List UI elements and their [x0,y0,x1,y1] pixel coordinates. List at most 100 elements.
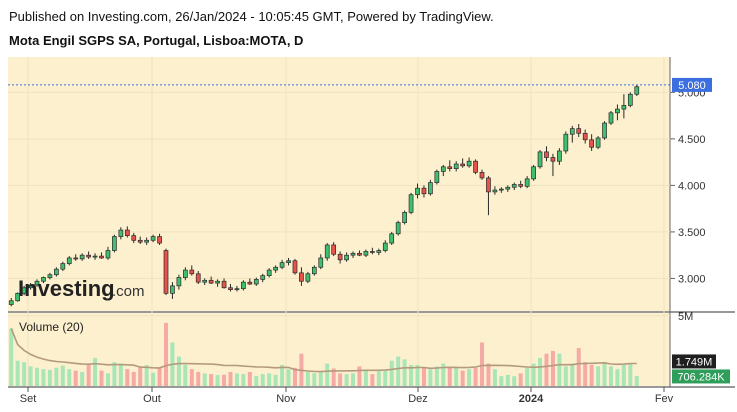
volume-bar [454,366,459,386]
volume-bar [615,369,620,386]
candle [550,153,556,177]
chart-title: Mota Engil SGPS SA, Portugal, Lisboa:MOT… [9,33,304,48]
volume-bar [570,363,575,386]
volume-bar [383,370,388,386]
volume-bar [196,371,201,386]
candle [408,192,414,215]
candle [524,176,530,189]
volume-bar [318,371,323,386]
volume-bar [15,360,20,386]
volume-bar [428,369,433,386]
published-line: Published on Investing.com, 26/Jan/2024 … [9,9,494,24]
candle [627,92,633,108]
volume-bar [164,322,168,386]
volume-bar [131,371,136,386]
candle [505,185,511,192]
volume-bar [589,364,594,386]
candle [415,183,420,199]
candle [124,226,130,238]
watermark-suffix: .com [112,283,145,300]
candle [376,248,382,256]
volume-bar [209,374,214,386]
candle [150,234,156,243]
volume-bar [583,362,588,386]
candle [447,160,453,172]
volume-bar [338,373,343,386]
candle [589,134,594,151]
volume-bar [357,366,362,386]
volume-bar [621,364,626,386]
candle [202,278,208,285]
volume-bar [634,376,639,386]
volume-bar [189,369,194,386]
volume-bar [602,362,607,386]
volume-bar [9,328,14,386]
candle [208,276,214,285]
volume-average-line [10,328,637,373]
volume-bar [351,373,356,386]
candle [60,261,66,271]
volume-average-text: 1.749M [676,356,713,368]
volume-bar [499,376,504,386]
candle [389,231,395,245]
volume-bar [396,356,401,386]
volume-bar [544,353,549,386]
candle [112,234,117,253]
candle [473,159,478,175]
candle [576,123,582,138]
price-tick-label: 4.500 [678,134,706,146]
volume-bar [512,376,517,386]
candle [279,259,285,270]
candle [15,292,21,302]
volume-bar [473,367,478,386]
candle [518,180,524,189]
volume-bar [286,369,291,386]
volume-average-label: 1.749M [672,354,716,369]
volume-bar [409,364,414,386]
candle [253,277,259,286]
gridlines [8,57,670,386]
candle [350,251,356,258]
candle [41,276,46,284]
candle [357,250,362,257]
candle [486,176,491,216]
volume-bar [241,374,246,386]
candle [563,131,569,154]
volume-bar [28,366,33,386]
volume-bar [47,369,52,386]
candle [621,94,627,119]
candle [402,210,407,225]
time-tick-label: Nov [276,393,296,405]
time-tick-label: 2024 [519,393,544,405]
candle [8,297,14,307]
candle [466,157,472,168]
volume-bar [389,360,394,386]
candle [363,249,369,258]
candle [440,164,446,177]
time-tick-label: Fev [655,393,674,405]
volume-bar [467,369,472,386]
volume-bar [228,371,233,386]
volume-bar [222,374,227,386]
price-tick-label: 4.000 [678,180,706,192]
candle [428,179,433,196]
volume-bar [305,371,310,386]
volume-bar [105,373,110,386]
candle [221,278,227,289]
candle [544,146,549,162]
candle [595,136,601,150]
candle [337,251,343,264]
volume-bar [215,375,220,386]
candle [170,282,175,299]
volume-bar [260,374,265,386]
candle [73,254,79,261]
volume-bar [325,363,330,386]
candle [21,285,27,296]
volume-bar [60,365,65,386]
volume-bar [460,370,465,386]
volume-bar [363,370,368,386]
volume-bar [415,364,420,386]
volume-bar [112,362,117,386]
candle [266,268,272,278]
